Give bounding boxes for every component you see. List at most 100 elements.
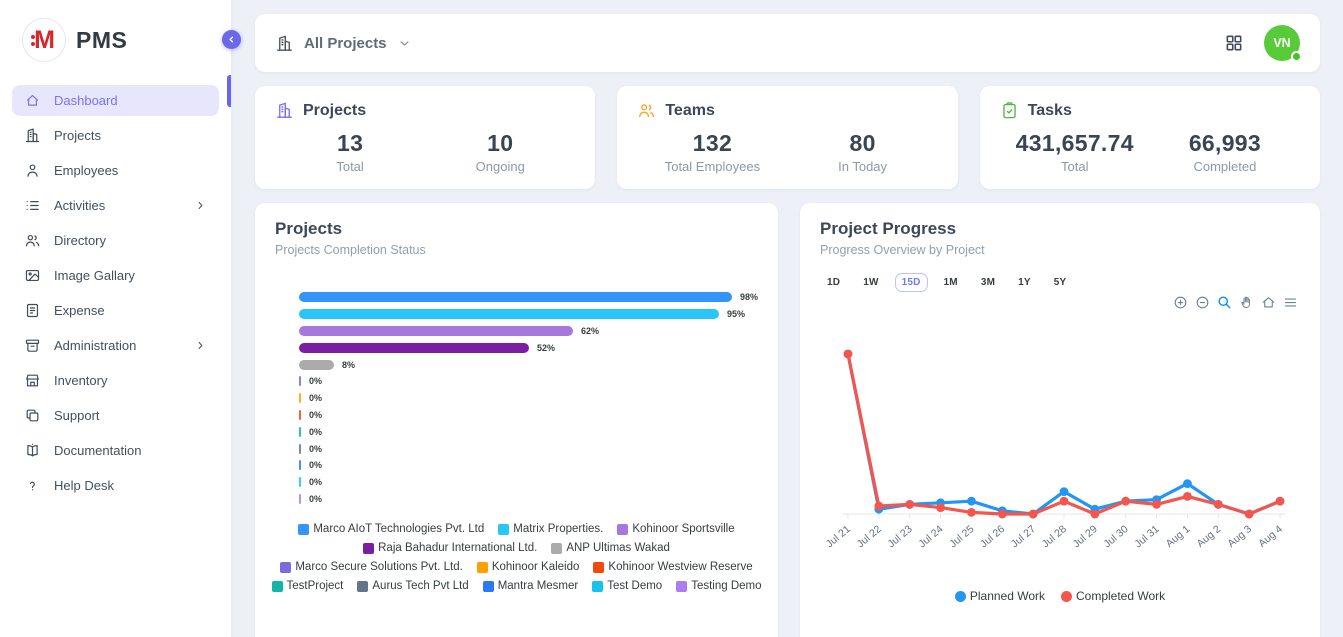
range-button-1d[interactable]: 1D	[820, 273, 847, 292]
data-point-marker[interactable]	[905, 500, 914, 509]
legend-item[interactable]: Completed Work	[1061, 589, 1165, 603]
bar-row: 0%	[299, 373, 758, 390]
sidebar-item-help-desk[interactable]: Help Desk	[12, 470, 219, 501]
help-icon	[24, 477, 41, 494]
data-point-marker[interactable]	[998, 510, 1007, 519]
progress-line-chart: Jul 21Jul 22Jul 23Jul 24Jul 25Jul 26Jul …	[820, 332, 1300, 587]
completion-bar[interactable]	[299, 427, 301, 437]
list-icon	[24, 197, 41, 214]
pan-icon[interactable]	[1239, 295, 1254, 310]
legend-item[interactable]: Kohinoor Kaleido	[477, 561, 580, 573]
legend-item[interactable]: Marco AIoT Technologies Pvt. Ltd	[298, 523, 484, 535]
data-point-marker[interactable]	[1152, 500, 1161, 509]
range-button-15d[interactable]: 15D	[895, 273, 928, 292]
sidebar-item-directory[interactable]: Directory	[12, 225, 219, 256]
sidebar-item-dashboard[interactable]: Dashboard	[12, 85, 219, 116]
stat-title: Tasks	[1028, 102, 1072, 120]
completion-bar[interactable]	[299, 309, 719, 319]
main-content: All Projects VN	[231, 0, 1343, 637]
legend-item[interactable]: ANP Ultimas Wakad	[551, 542, 670, 554]
legend-item[interactable]: TestProject	[272, 580, 344, 592]
sidebar-item-label: Administration	[54, 338, 136, 353]
completion-bar[interactable]	[299, 494, 301, 504]
data-point-marker[interactable]	[1245, 510, 1254, 519]
x-axis-label: Jul 22	[855, 523, 884, 550]
completion-bar[interactable]	[299, 410, 301, 420]
data-point-marker[interactable]	[874, 502, 883, 511]
sidebar-item-documentation[interactable]: Documentation	[12, 435, 219, 466]
legend-row: Raja Bahadur International Ltd. ANP Ulti…	[275, 542, 758, 554]
legend-label: Marco Secure Solutions Pvt. Ltd.	[295, 561, 462, 573]
sidebar-collapse-button[interactable]	[222, 30, 241, 49]
data-point-marker[interactable]	[1029, 510, 1038, 519]
avatar[interactable]: VN	[1264, 25, 1300, 61]
data-point-marker[interactable]	[967, 497, 976, 506]
data-point-marker[interactable]	[844, 350, 853, 359]
sidebar-item-support[interactable]: Support	[12, 400, 219, 431]
stat-value: 66,993	[1150, 130, 1300, 157]
legend-label: Marco AIoT Technologies Pvt. Ltd	[313, 523, 484, 535]
completion-bar[interactable]	[299, 393, 301, 403]
legend-item[interactable]: Planned Work	[955, 589, 1045, 603]
data-point-marker[interactable]	[936, 503, 945, 512]
bar-row: 0%	[299, 457, 758, 474]
sidebar-item-employees[interactable]: Employees	[12, 155, 219, 186]
completion-bar[interactable]	[299, 343, 529, 353]
menu-icon[interactable]	[1283, 295, 1298, 310]
legend-item[interactable]: Testing Demo	[676, 580, 761, 592]
completion-bar[interactable]	[299, 444, 301, 454]
data-point-marker[interactable]	[1183, 479, 1192, 488]
app-name: PMS	[76, 27, 127, 54]
sidebar-item-administration[interactable]: Administration	[12, 330, 219, 361]
data-point-marker[interactable]	[1276, 497, 1285, 506]
data-point-marker[interactable]	[967, 508, 976, 517]
completion-bar[interactable]	[299, 376, 301, 386]
data-point-marker[interactable]	[1121, 497, 1130, 506]
range-button-1w[interactable]: 1W	[856, 273, 885, 292]
apps-grid-icon[interactable]	[1224, 33, 1244, 53]
x-axis-label: Jul 28	[1040, 523, 1069, 550]
zoom-out-icon[interactable]	[1195, 295, 1210, 310]
legend-item[interactable]: Marco Secure Solutions Pvt. Ltd.	[280, 561, 462, 573]
range-button-1y[interactable]: 1Y	[1011, 273, 1038, 292]
completion-bar[interactable]	[299, 460, 301, 470]
data-point-marker[interactable]	[1214, 500, 1223, 509]
completion-bar[interactable]	[299, 292, 732, 302]
chevron-right-icon	[194, 199, 207, 212]
range-button-1m[interactable]: 1M	[937, 273, 965, 292]
data-point-marker[interactable]	[1090, 510, 1099, 519]
range-button-3m[interactable]: 3M	[974, 273, 1002, 292]
legend-item[interactable]: Mantra Mesmer	[483, 580, 579, 592]
legend-item[interactable]: Matrix Properties.	[498, 523, 603, 535]
completion-bar[interactable]	[299, 477, 301, 487]
sidebar-item-expense[interactable]: Expense	[12, 295, 219, 326]
legend-item[interactable]: Aurus Tech Pvt Ltd	[357, 580, 468, 592]
legend-label: Mantra Mesmer	[498, 580, 579, 592]
sidebar-item-activities[interactable]: Activities	[12, 190, 219, 221]
data-point-marker[interactable]	[1060, 497, 1069, 506]
data-point-marker[interactable]	[1060, 487, 1069, 496]
bar-value-label: 62%	[581, 326, 599, 336]
project-filter-dropdown[interactable]: All Projects	[275, 34, 412, 53]
legend-item[interactable]: Test Demo	[592, 580, 662, 592]
completion-bar[interactable]	[299, 360, 334, 370]
sidebar-item-image-gallary[interactable]: Image Gallary	[12, 260, 219, 291]
sidebar-item-inventory[interactable]: Inventory	[12, 365, 219, 396]
zoom-in-icon[interactable]	[1173, 295, 1188, 310]
bar-row: 52%	[299, 339, 758, 356]
data-point-marker[interactable]	[1183, 492, 1192, 501]
completion-bar[interactable]	[299, 326, 573, 336]
legend-label: Planned Work	[970, 589, 1045, 603]
image-icon	[24, 267, 41, 284]
legend-item[interactable]: Kohinoor Sportsville	[617, 523, 734, 535]
chart-toolbar	[1173, 295, 1298, 310]
x-axis-label: Jul 30	[1101, 523, 1130, 550]
legend-label: Matrix Properties.	[513, 523, 603, 535]
range-button-5y[interactable]: 5Y	[1047, 273, 1074, 292]
legend-item[interactable]: Kohinoor Westview Reserve	[593, 561, 752, 573]
reset-home-icon[interactable]	[1261, 295, 1276, 310]
legend-label: Completed Work	[1076, 589, 1165, 603]
selection-zoom-icon[interactable]	[1217, 295, 1232, 310]
sidebar-item-projects[interactable]: Projects	[12, 120, 219, 151]
legend-item[interactable]: Raja Bahadur International Ltd.	[363, 542, 537, 554]
